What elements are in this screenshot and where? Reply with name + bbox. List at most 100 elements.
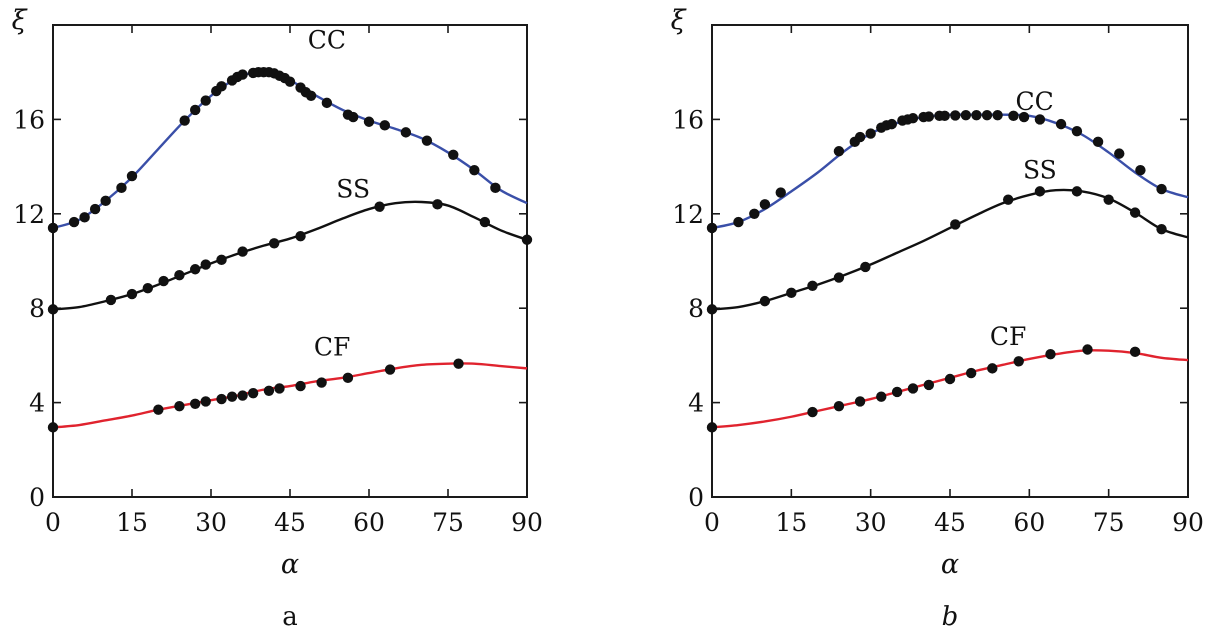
data-point bbox=[1156, 183, 1167, 195]
data-point bbox=[1156, 223, 1167, 235]
series-cf: CF bbox=[706, 322, 1189, 433]
data-point bbox=[960, 109, 972, 121]
x-tick-label: 90 bbox=[511, 508, 543, 537]
data-point bbox=[907, 383, 919, 394]
data-point bbox=[384, 364, 396, 375]
data-point bbox=[216, 393, 227, 405]
series-line-ss bbox=[711, 188, 1189, 311]
data-point bbox=[453, 358, 464, 369]
data-point bbox=[1129, 346, 1141, 358]
data-point bbox=[950, 219, 961, 230]
data-point bbox=[89, 203, 101, 215]
x-axis-title: α bbox=[941, 549, 959, 580]
data-point bbox=[521, 234, 533, 245]
data-point bbox=[775, 187, 786, 198]
data-point bbox=[274, 383, 285, 394]
series-cc: CC bbox=[706, 87, 1189, 234]
data-point bbox=[190, 104, 201, 116]
y-tick-label: 12 bbox=[13, 200, 45, 229]
x-tick-label: 75 bbox=[1093, 508, 1125, 537]
y-axis-title: ξ bbox=[671, 5, 687, 36]
data-point bbox=[1135, 164, 1146, 176]
data-point bbox=[939, 110, 950, 122]
data-point bbox=[865, 128, 876, 139]
data-point bbox=[876, 391, 887, 402]
data-point bbox=[174, 400, 185, 412]
data-point bbox=[854, 131, 866, 143]
data-point bbox=[47, 222, 59, 234]
data-point bbox=[1045, 349, 1056, 360]
data-point bbox=[190, 398, 201, 409]
y-tick-label: 4 bbox=[29, 389, 45, 418]
data-point bbox=[1071, 126, 1083, 137]
data-point bbox=[342, 372, 354, 384]
data-point bbox=[833, 272, 845, 283]
data-point bbox=[1071, 186, 1083, 197]
data-point bbox=[1018, 111, 1030, 123]
x-tick-label: 45 bbox=[934, 508, 966, 537]
data-point bbox=[749, 208, 760, 219]
series-line-cc bbox=[711, 113, 1189, 230]
data-point bbox=[1013, 356, 1024, 367]
data-point bbox=[987, 363, 998, 374]
data-point bbox=[68, 216, 80, 228]
data-point bbox=[158, 275, 169, 287]
data-point bbox=[432, 199, 443, 210]
x-tick-label: 45 bbox=[274, 508, 306, 537]
data-point bbox=[860, 261, 871, 273]
data-point bbox=[965, 367, 977, 379]
series-line-cf bbox=[52, 362, 528, 429]
data-point bbox=[891, 386, 903, 398]
x-axis-title: α bbox=[281, 549, 299, 580]
series-cc: CC bbox=[47, 26, 528, 234]
series-cf: CF bbox=[47, 332, 528, 433]
data-point bbox=[833, 146, 845, 157]
x-tick-label: 75 bbox=[432, 508, 464, 537]
plot-frame bbox=[52, 24, 528, 498]
data-point bbox=[237, 390, 248, 401]
data-point bbox=[833, 400, 845, 412]
data-point bbox=[923, 111, 935, 122]
data-point bbox=[269, 238, 280, 249]
data-point bbox=[1008, 110, 1019, 122]
data-point bbox=[981, 109, 993, 121]
data-point bbox=[284, 76, 296, 87]
data-point bbox=[807, 280, 818, 291]
data-point bbox=[854, 396, 866, 407]
data-point bbox=[706, 304, 718, 315]
y-tick-label: 12 bbox=[672, 200, 704, 229]
data-point bbox=[706, 222, 718, 234]
data-point bbox=[363, 116, 375, 127]
data-point bbox=[142, 282, 153, 294]
y-tick-label: 16 bbox=[13, 105, 45, 134]
data-point bbox=[200, 259, 211, 270]
x-tick-label: 60 bbox=[1013, 508, 1045, 537]
curve-label-cf: CF bbox=[990, 322, 1026, 351]
data-point bbox=[295, 380, 306, 392]
series-line-cc bbox=[52, 69, 528, 230]
data-point bbox=[226, 391, 238, 402]
data-point bbox=[295, 231, 306, 242]
data-point bbox=[1034, 114, 1046, 125]
data-point bbox=[907, 113, 919, 124]
data-point bbox=[400, 127, 412, 138]
curve-label-ss: SS bbox=[336, 174, 370, 203]
data-point bbox=[1034, 186, 1046, 197]
series-ss: SS bbox=[706, 155, 1189, 315]
data-point bbox=[448, 149, 459, 160]
y-tick-label: 16 bbox=[672, 105, 704, 134]
data-point bbox=[479, 216, 491, 228]
x-tick-label: 15 bbox=[116, 508, 148, 537]
data-point bbox=[379, 120, 390, 131]
data-point bbox=[759, 199, 771, 210]
x-tick-label: 30 bbox=[195, 508, 227, 537]
data-point bbox=[305, 90, 317, 102]
data-point bbox=[126, 288, 138, 300]
data-point bbox=[247, 387, 259, 399]
panel-b: 0 15 30 45 60 75 90 0 4 8 12 16 α ξ b CC SS CF bbox=[671, 5, 1204, 632]
data-point bbox=[216, 81, 227, 92]
data-point bbox=[1114, 148, 1125, 159]
data-point bbox=[321, 97, 333, 109]
series-line-ss bbox=[52, 200, 528, 311]
curve-label-cc: CC bbox=[308, 26, 346, 55]
